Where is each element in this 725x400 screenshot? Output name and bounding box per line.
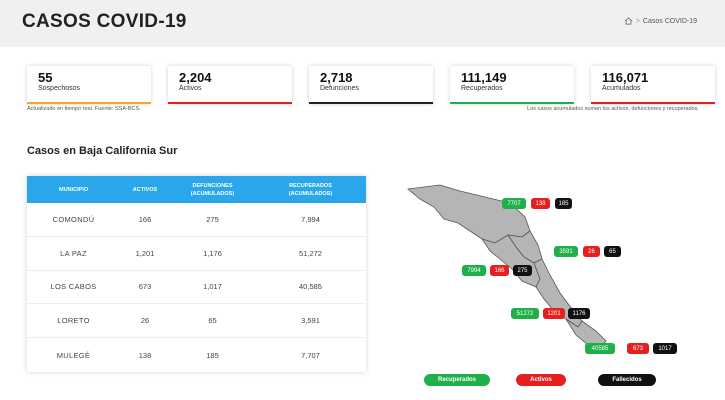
stat-color-bar xyxy=(309,102,433,104)
stat-card-defunciones: 2,718 Defunciones xyxy=(309,66,433,104)
cell-municipio: MULEGÉ xyxy=(56,350,91,360)
map-region-loscabos xyxy=(565,318,607,350)
stat-card-sospechosos: 55 Sospechosos xyxy=(27,66,151,104)
map-tag-loscabos-recuperados: 40585 xyxy=(585,343,615,354)
map-tag-comondu-activos: 166 xyxy=(490,265,509,276)
column-header-defunciones: DEFUNCIONES (ACUMULADOS) xyxy=(170,182,255,198)
cell-defunciones: 1,017 xyxy=(203,282,222,292)
stat-value: 55 xyxy=(38,70,53,85)
map-tag-comondu-recuperados: 7994 xyxy=(462,265,486,276)
home-icon[interactable] xyxy=(624,17,633,25)
cell-activos: 166 xyxy=(138,214,152,224)
column-header-line: RECUPERADOS xyxy=(289,182,332,189)
stat-color-bar xyxy=(168,102,292,104)
map-tag-comondu-fallecidos: 275 xyxy=(513,265,532,276)
legend-recuperados: Recuperados xyxy=(424,374,490,386)
cell-defunciones: 185 xyxy=(206,350,219,360)
map-tag-lapaz-fallecidos: 1176 xyxy=(568,308,590,319)
cell-defunciones: 65 xyxy=(208,316,217,326)
column-header-line: (ACUMULADOS) xyxy=(288,190,333,197)
map-tag-lapaz-activos: 1201 xyxy=(543,308,565,319)
cell-activos: 26 xyxy=(140,316,150,326)
stat-card-activos: 2,204 Activos xyxy=(168,66,292,104)
table-row: COMONDÚ 166 275 7,994 xyxy=(27,203,366,237)
page-header: CASOS COVID-19 > Casos COVID-19 xyxy=(0,0,725,47)
stat-label: Acumulados xyxy=(602,85,641,92)
legend-fallecidos: Fallecidos xyxy=(598,374,656,386)
map-tag-loreto-recuperados: 3591 xyxy=(554,246,578,257)
cell-activos: 1,201 xyxy=(135,248,155,258)
stat-value: 111,149 xyxy=(461,70,507,85)
cell-recuperados: 7,994 xyxy=(301,214,320,224)
stat-color-bar xyxy=(591,102,715,104)
municipios-table: MUNICIPIO ACTIVOS DEFUNCIONES (ACUMULADO… xyxy=(27,176,366,372)
table-row: MULEGÉ 138 185 7,707 xyxy=(27,338,366,372)
map-tag-lapaz-recuperados: 51272 xyxy=(511,308,539,319)
map-tag-loscabos-activos: 673 xyxy=(627,343,649,354)
cell-activos: 138 xyxy=(138,350,152,360)
stat-color-bar xyxy=(450,102,574,104)
column-header-line: (ACUMULADOS) xyxy=(190,190,235,197)
breadcrumb-current[interactable]: Casos COVID-19 xyxy=(642,17,697,25)
cell-recuperados: 3,591 xyxy=(301,316,320,326)
map-tag-loreto-activos: 26 xyxy=(583,246,600,257)
stat-label: Recuperados xyxy=(461,85,503,92)
column-header-activos: ACTIVOS xyxy=(132,186,158,193)
map-tag-mulege-activos: 138 xyxy=(531,198,550,209)
stat-value: 2,204 xyxy=(179,70,212,85)
column-header-recuperados: RECUPERADOS (ACUMULADOS) xyxy=(255,182,366,198)
column-header-line: DEFUNCIONES xyxy=(192,182,233,189)
bcs-map: 7707 138 185 3591 26 65 7994 166 275 512… xyxy=(400,183,700,358)
accumulated-note: Los casos acumulados suman los activos, … xyxy=(527,106,699,112)
table-row: LA PAZ 1,201 1,176 51,272 xyxy=(27,237,366,271)
stat-value: 116,071 xyxy=(602,70,649,85)
table-row: LORETO 26 65 3,591 xyxy=(27,304,366,339)
table-row: LOS CABOS 673 1,017 40,585 xyxy=(27,271,366,305)
stat-color-bar xyxy=(27,102,151,104)
update-note: Actualizado en tiempo real. Fuente: SSA-… xyxy=(27,106,141,112)
stat-card-acumulados: 116,071 Acumulados xyxy=(591,66,715,104)
stat-label: Defunciones xyxy=(320,85,359,92)
cell-activos: 673 xyxy=(138,282,152,292)
breadcrumb-separator: > xyxy=(635,17,640,25)
cell-recuperados: 40,585 xyxy=(299,282,322,292)
map-tag-loscabos-fallecidos: 1017 xyxy=(653,343,677,354)
map-tag-mulege-fallecidos: 185 xyxy=(555,198,572,209)
bcs-map-shape xyxy=(407,184,607,350)
cell-defunciones: 1,176 xyxy=(203,248,222,258)
cell-recuperados: 7,707 xyxy=(301,350,320,360)
cell-recuperados: 51,272 xyxy=(299,248,322,258)
section-title: Casos en Baja California Sur xyxy=(27,145,178,157)
map-tag-loreto-fallecidos: 65 xyxy=(604,246,621,257)
stat-card-recuperados: 111,149 Recuperados xyxy=(450,66,574,104)
cell-municipio: LORETO xyxy=(57,316,90,326)
column-header-municipio: MUNICIPIO xyxy=(58,186,89,193)
cell-municipio: COMONDÚ xyxy=(52,214,95,224)
breadcrumb: > Casos COVID-19 xyxy=(624,17,697,25)
page-title: CASOS COVID-19 xyxy=(22,11,187,32)
stat-value: 2,718 xyxy=(320,70,353,85)
legend-activos: Activos xyxy=(516,374,566,386)
cell-defunciones: 275 xyxy=(206,214,219,224)
cell-municipio: LA PAZ xyxy=(60,248,87,258)
stat-label: Sospechosos xyxy=(38,85,81,92)
map-tag-mulege-recuperados: 7707 xyxy=(502,198,526,209)
map-region-mulege xyxy=(407,184,531,244)
stat-label: Activos xyxy=(179,85,202,92)
table-header: MUNICIPIO ACTIVOS DEFUNCIONES (ACUMULADO… xyxy=(27,176,366,203)
cell-municipio: LOS CABOS xyxy=(50,282,97,292)
stats-row: 55 Sospechosos 2,204 Activos 2,718 Defun… xyxy=(27,66,715,104)
